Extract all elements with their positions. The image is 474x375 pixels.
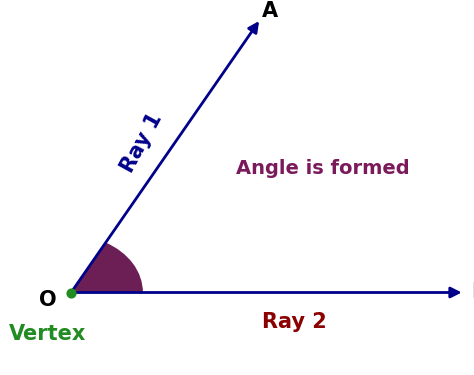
Text: B: B	[471, 282, 474, 303]
Text: Angle is formed: Angle is formed	[236, 159, 409, 178]
Text: A: A	[262, 1, 278, 21]
Text: Ray 2: Ray 2	[262, 312, 326, 333]
Text: Ray 1: Ray 1	[118, 109, 166, 176]
Text: O: O	[38, 290, 56, 310]
Text: Vertex: Vertex	[9, 324, 86, 344]
Wedge shape	[71, 243, 142, 292]
Point	[67, 290, 75, 296]
